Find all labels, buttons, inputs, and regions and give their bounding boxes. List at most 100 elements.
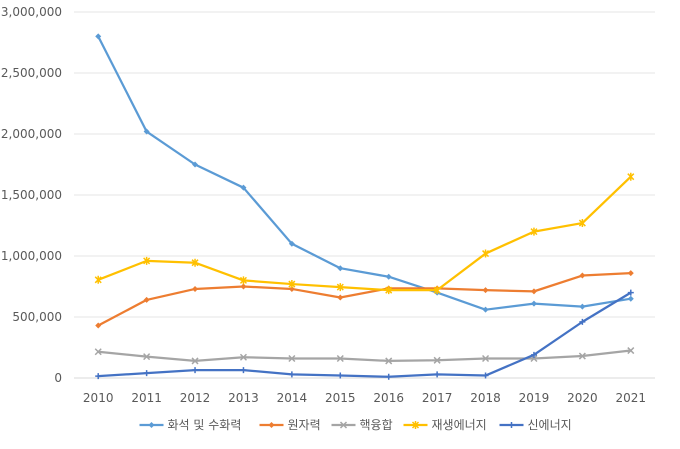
y-tick-label: 1,500,000 <box>1 188 62 202</box>
data-point <box>579 318 586 325</box>
series-line <box>97 35 632 311</box>
data-point <box>385 273 392 280</box>
data-point <box>337 294 344 301</box>
data-point <box>95 322 102 329</box>
data-point <box>148 422 155 428</box>
data-point <box>627 347 635 355</box>
data-point <box>94 275 102 284</box>
data-point <box>288 354 296 363</box>
series-line <box>97 291 632 378</box>
x-tick-label: 2016 <box>373 391 404 405</box>
series-5 <box>95 289 634 380</box>
data-point <box>339 421 348 429</box>
data-point <box>482 287 489 294</box>
data-point <box>95 373 102 380</box>
series-3 <box>94 347 635 365</box>
legend-label: 핵융합 <box>360 418 393 432</box>
x-tick-label: 2019 <box>519 391 550 405</box>
data-point <box>288 371 295 378</box>
data-point <box>530 288 537 295</box>
data-point <box>627 172 635 181</box>
y-tick-label: 2,500,000 <box>1 66 62 80</box>
x-tick-label: 2010 <box>83 391 114 405</box>
data-point <box>337 265 344 272</box>
data-point <box>288 280 296 289</box>
data-point <box>240 184 247 191</box>
x-tick-label: 2013 <box>228 391 259 405</box>
x-tick-label: 2018 <box>470 391 501 405</box>
data-point <box>530 300 537 307</box>
series-line <box>97 349 632 363</box>
data-point <box>579 303 586 310</box>
legend-entry: 화석 및 수화력 <box>139 418 242 432</box>
x-tick-label: 2014 <box>277 391 308 405</box>
data-point <box>579 272 586 279</box>
data-point <box>530 227 538 236</box>
y-tick-label: 2,000,000 <box>1 127 62 141</box>
data-point <box>143 128 150 135</box>
x-tick-label: 2020 <box>567 391 598 405</box>
data-point <box>482 306 489 313</box>
legend-label: 원자력 <box>288 418 321 432</box>
data-point <box>191 357 199 365</box>
legend-label: 재생에너지 <box>432 418 487 432</box>
data-point <box>530 351 537 358</box>
data-point <box>482 354 490 363</box>
x-tick-label: 2015 <box>325 391 356 405</box>
data-point <box>385 286 393 295</box>
data-point <box>192 285 199 292</box>
data-point <box>143 353 151 361</box>
series-1 <box>95 33 634 313</box>
data-point <box>240 367 247 374</box>
data-point <box>482 249 490 258</box>
data-point <box>288 240 295 247</box>
data-point <box>191 258 199 267</box>
data-point <box>433 286 441 295</box>
x-tick-label: 2011 <box>131 391 162 405</box>
data-point <box>95 33 102 40</box>
data-point <box>434 371 441 378</box>
data-point <box>337 372 344 379</box>
legend-label: 화석 및 수화력 <box>168 418 242 432</box>
data-point <box>385 373 392 380</box>
data-point <box>239 353 247 361</box>
y-tick-label: 1,000,000 <box>1 249 62 263</box>
data-point <box>411 421 420 429</box>
data-point <box>268 422 275 428</box>
x-tick-label: 2012 <box>180 391 211 405</box>
data-point <box>433 356 441 364</box>
data-point <box>508 422 515 428</box>
data-point <box>240 283 247 290</box>
data-point <box>143 370 150 377</box>
data-point <box>143 296 150 303</box>
legend-entry: 신에너지 <box>499 418 572 432</box>
x-tick-label: 2021 <box>616 391 647 405</box>
legend-entry: 원자력 <box>259 418 321 432</box>
data-point <box>143 256 151 265</box>
data-point <box>192 367 199 374</box>
data-point <box>578 219 586 228</box>
x-tick-label: 2017 <box>422 391 453 405</box>
data-point <box>192 161 199 168</box>
y-tick-label: 0 <box>54 371 62 385</box>
data-point <box>482 372 489 379</box>
data-point <box>385 357 393 365</box>
data-point <box>578 352 586 360</box>
data-point <box>627 270 634 277</box>
data-point <box>627 289 634 296</box>
legend-entry: 재생에너지 <box>403 418 487 432</box>
series-4 <box>94 172 635 295</box>
data-point <box>336 354 344 363</box>
series-line <box>97 175 632 292</box>
data-point <box>288 285 295 292</box>
data-point <box>627 295 634 302</box>
series-2 <box>95 270 634 329</box>
legend-entry: 핵융합 <box>331 418 393 432</box>
data-point <box>336 283 344 292</box>
y-tick-label: 500,000 <box>12 310 62 324</box>
y-tick-label: 3,000,000 <box>1 5 62 19</box>
legend-label: 신에너지 <box>528 418 572 432</box>
data-point <box>94 348 102 356</box>
